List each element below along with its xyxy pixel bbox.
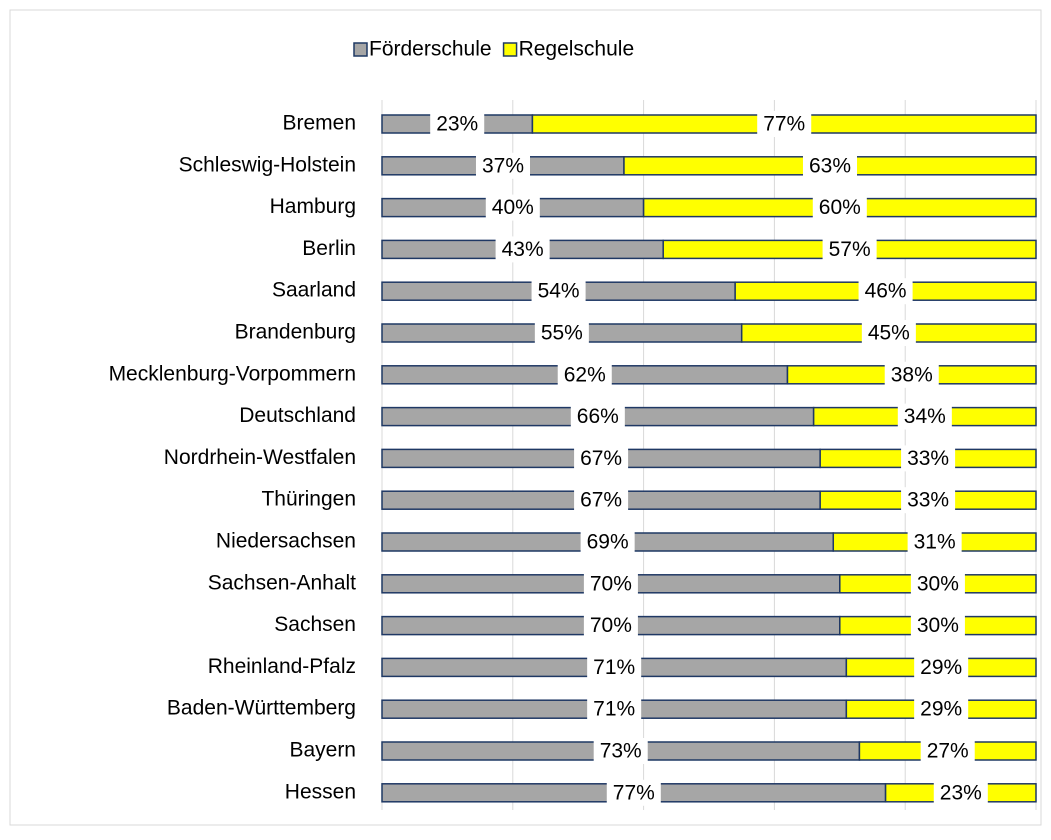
data-label: 33% — [907, 489, 949, 512]
label-background — [933, 779, 988, 806]
data-label: 71% — [593, 656, 635, 679]
data-label: 40% — [492, 196, 534, 219]
label-background — [901, 445, 956, 472]
label-background — [583, 570, 638, 597]
y-tick-label: Bremen — [282, 112, 356, 135]
label-background — [914, 696, 969, 723]
label-background — [531, 278, 586, 305]
label-background — [907, 529, 962, 555]
data-label: 67% — [580, 489, 622, 512]
y-tick-label: Brandenburg — [235, 321, 356, 344]
label-background — [485, 194, 540, 221]
y-tick-label: Berlin — [302, 237, 356, 260]
data-label: 37% — [482, 154, 524, 177]
data-label: 23% — [436, 113, 478, 136]
label-background — [587, 696, 642, 723]
label-background — [587, 654, 642, 681]
data-label: 77% — [613, 781, 655, 804]
data-label: 30% — [917, 572, 959, 595]
data-label: 57% — [829, 238, 871, 261]
data-label: 63% — [809, 154, 851, 177]
y-tick-label: Schleswig-Holstein — [179, 153, 356, 176]
y-tick-label: Sachsen-Anhalt — [208, 571, 356, 594]
data-label: 30% — [917, 614, 959, 637]
y-tick-label: Hessen — [285, 780, 356, 803]
data-label: 62% — [564, 363, 606, 386]
y-tick-label: Rheinland-Pfalz — [208, 655, 356, 678]
label-background — [920, 738, 975, 764]
data-label: 77% — [763, 113, 805, 136]
data-label: 67% — [580, 447, 622, 470]
data-label: 27% — [927, 740, 969, 763]
data-label: 34% — [904, 405, 946, 428]
label-background — [574, 487, 629, 514]
label-background — [884, 361, 939, 388]
label-background — [910, 570, 965, 597]
label-background — [901, 487, 956, 514]
legend-label: Regelschule — [519, 38, 635, 61]
label-background — [570, 403, 625, 430]
data-label: 71% — [593, 698, 635, 721]
data-label: 38% — [891, 363, 933, 386]
data-label: 60% — [819, 196, 861, 219]
data-label: 73% — [600, 740, 642, 763]
data-label: 46% — [865, 280, 907, 303]
data-label: 31% — [914, 531, 956, 554]
y-tick-label: Thüringen — [261, 488, 356, 511]
label-background — [858, 278, 913, 305]
y-tick-label: Hamburg — [270, 195, 356, 218]
label-background — [557, 361, 612, 388]
y-tick-label: Nordrhein-Westfalen — [164, 446, 356, 469]
label-background — [757, 111, 812, 137]
label-background — [430, 111, 485, 137]
data-label: 29% — [920, 656, 962, 679]
data-label: 54% — [538, 280, 580, 303]
data-label: 69% — [587, 531, 629, 554]
data-label: 33% — [907, 447, 949, 470]
label-background — [580, 529, 635, 555]
label-background — [606, 779, 661, 806]
label-background — [475, 152, 531, 179]
label-background — [495, 236, 550, 263]
y-tick-label: Bayern — [289, 739, 356, 762]
y-tick-label: Saarland — [272, 279, 356, 302]
data-label: 70% — [590, 614, 632, 637]
label-background — [574, 445, 629, 472]
legend-swatch — [502, 42, 518, 57]
label-background — [534, 320, 589, 346]
y-tick-label: Deutschland — [239, 404, 356, 427]
data-label: 45% — [868, 322, 910, 345]
data-label: 29% — [920, 698, 962, 721]
legend-swatch — [353, 42, 368, 57]
label-background — [822, 236, 877, 263]
legend-label: Förderschule — [369, 38, 492, 61]
data-label: 55% — [541, 322, 583, 345]
label-background — [910, 612, 965, 639]
data-label: 66% — [577, 405, 619, 428]
label-background — [802, 152, 858, 179]
y-tick-label: Mecklenburg-Vorpommern — [109, 362, 356, 385]
label-background — [583, 612, 638, 639]
label-background — [812, 194, 867, 221]
data-label: 43% — [502, 238, 544, 261]
label-background — [914, 654, 969, 681]
label-background — [861, 320, 916, 346]
data-label: 23% — [940, 781, 982, 804]
label-background — [897, 403, 952, 430]
label-background — [593, 738, 648, 764]
data-label: 70% — [590, 572, 632, 595]
y-tick-label: Niedersachsen — [216, 530, 356, 553]
y-tick-label: Baden-Württemberg — [167, 697, 356, 720]
y-tick-label: Sachsen — [274, 613, 356, 636]
